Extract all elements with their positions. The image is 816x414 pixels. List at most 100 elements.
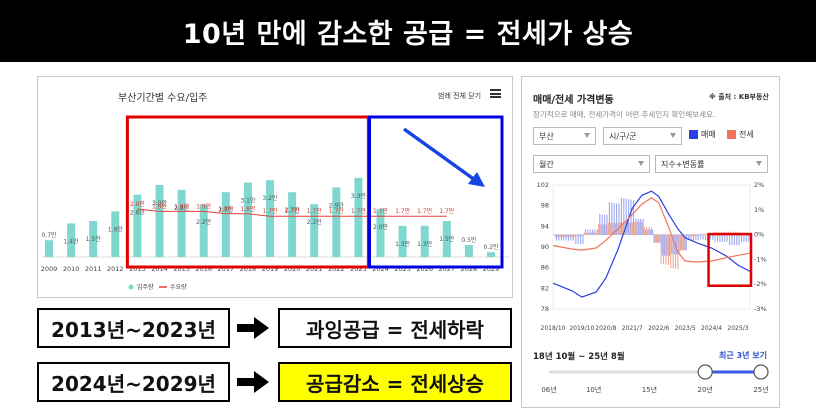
y-right-tick-label: 0% [754, 231, 764, 239]
y-left-tick-label: 82 [541, 284, 549, 292]
supply-bar [266, 180, 274, 257]
slider-tick-label: 15년 [642, 385, 657, 394]
jeonse-change-bar [593, 232, 595, 235]
jeonse-change-bar [629, 222, 631, 235]
jeonse-change-bar [581, 234, 583, 237]
x-tick-label: 2027 [439, 265, 456, 273]
price-change-chart: 78 82 86 90 94 98 102 2% 1% 0% -1% -2% -3% 2018/10 201… [537, 181, 769, 394]
jeonse-change-bar [667, 234, 669, 265]
trade-change-bar [748, 234, 750, 242]
supply-bar [376, 209, 385, 257]
jeonse-change-bar [598, 224, 600, 235]
trade-change-bar [625, 198, 627, 235]
legend-jeonse-toggle[interactable]: 전세 [727, 129, 754, 140]
x-tick-label: 2022 [328, 265, 345, 273]
demand-data-label: 1.7만 [373, 207, 389, 215]
trade-change-bar [736, 234, 738, 246]
supply-bar [487, 252, 495, 257]
slider-handle-end[interactable] [753, 364, 769, 380]
legend-close-all-button[interactable]: 범례 전체 닫기 [438, 92, 482, 100]
recent-3-years-link[interactable]: 최근 3년 보기 [719, 351, 767, 360]
jeonse-change-bar [687, 234, 689, 237]
jeonse-change-bar [691, 234, 693, 237]
price-change-panel: 매매/전세 가격변동 ※ 출처 : KB부동산 장기적으로 매매, 전세가격이 … [521, 76, 780, 408]
trade-change-bar [668, 234, 671, 256]
trade-change-bar [601, 214, 603, 235]
demand-data-label: 1.7만 [285, 207, 301, 215]
trade-change-bar [683, 234, 685, 251]
supply-bar [288, 192, 297, 257]
trade-change-bar [714, 234, 716, 242]
jeonse-change-bar [622, 222, 624, 235]
jeonse-change-bar [682, 234, 684, 251]
trade-change-bar [652, 229, 654, 235]
trade-change-bar [572, 234, 574, 241]
jeonse-index-line [552, 197, 751, 263]
trade-change-bar [738, 234, 740, 246]
trade-change-bar [644, 229, 646, 235]
supply-data-label: 1.5만 [439, 235, 455, 243]
trade-change-bar [575, 234, 577, 245]
demand-data-label: 1.9만 [196, 202, 212, 210]
trade-change-bar [728, 234, 731, 246]
trade-change-bar [613, 202, 615, 235]
jeonse-change-bar [595, 232, 597, 235]
region-select[interactable]: 부산 [533, 127, 596, 145]
jeonse-change-bar [626, 222, 629, 235]
period-select-value: 월간 [539, 159, 554, 169]
period-select[interactable]: 월간 [533, 155, 650, 173]
trade-change-bar [611, 202, 613, 235]
jeonse-change-bar [679, 234, 681, 251]
district-select[interactable]: 시/구/군 [603, 127, 682, 145]
demand-data-label: 1.8만 [240, 205, 256, 213]
legend-demand-label: 수요량 [170, 284, 187, 291]
menu-icon[interactable] [490, 89, 501, 98]
supply-data-label: 0.5만 [461, 236, 477, 244]
page-title: 10년 만에 감소한 공급 = 전세가 상승 [0, 0, 816, 62]
x-tick-label: 2009 [41, 265, 58, 273]
jeonse-change-bar [694, 234, 696, 237]
slider-handle-start[interactable] [697, 364, 713, 380]
trade-change-bar [697, 234, 699, 241]
jeonse-change-bar [675, 234, 677, 269]
x-tick-label: 2024/4 [701, 325, 722, 332]
x-tick-label: 2023/5 [675, 325, 696, 332]
trade-change-bar [695, 234, 697, 241]
jeonse-change-bar [696, 234, 698, 237]
chevron-down-icon [584, 133, 590, 138]
trend-arrow-head [468, 172, 485, 187]
x-tick-label: 2021/7 [622, 325, 643, 332]
checkbox-jeonse-icon [727, 130, 736, 139]
period-2024-2029-label: 2024년~2029년 [37, 362, 230, 402]
jeonse-change-bar [557, 234, 559, 238]
x-tick-label: 2022/6 [648, 325, 669, 332]
period-range-text: 18년 10월 ~ 25년 8월 [533, 352, 625, 362]
jeonse-change-bar [636, 221, 638, 235]
trade-change-bar [700, 234, 702, 240]
y-left-tick-label: 86 [541, 264, 549, 272]
jeonse-change-bar [610, 222, 612, 235]
x-tick-label: 2020/8 [595, 325, 616, 332]
legend-trade-toggle[interactable]: 매매 [689, 129, 716, 140]
supply-bar [464, 245, 473, 257]
trade-change-bar [733, 234, 735, 246]
jeonse-change-bar [651, 227, 653, 235]
jeonse-change-bar [586, 232, 588, 235]
y-left-tick-label: 98 [541, 202, 549, 210]
jeonse-change-bar [684, 234, 686, 251]
supply-data-label: 2.2만 [307, 218, 323, 226]
source-label: ※ 출처 : KB부동산 [709, 93, 769, 101]
trade-change-bar [563, 234, 565, 241]
jeonse-change-bar [672, 234, 674, 269]
recent-highlight-box [707, 232, 753, 287]
trade-change-bar [608, 202, 610, 235]
oversupply-statement: 과잉공급 = 전세하락 [278, 308, 512, 348]
trade-change-bar [721, 234, 723, 242]
index-select[interactable]: 지수+변동률 [655, 155, 768, 173]
demand-data-label: 1.7만 [262, 207, 278, 215]
trade-change-bar [620, 197, 622, 235]
jeonse-change-bar [571, 234, 573, 238]
y-right-tick-label: -2% [754, 280, 767, 288]
supply-bar [67, 223, 76, 257]
y-left-tick-label: 78 [541, 305, 549, 313]
